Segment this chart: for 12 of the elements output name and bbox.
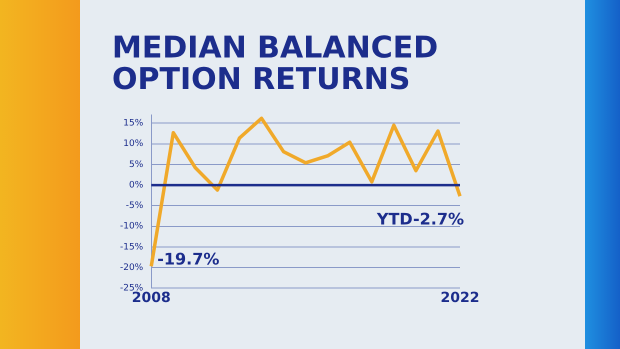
y-tick-label: 0% xyxy=(128,180,144,190)
y-tick-label: -5% xyxy=(126,201,144,212)
y-tick-label: -20% xyxy=(120,262,144,273)
x-tick-label: 2022 xyxy=(440,290,480,306)
y-tick-label: -10% xyxy=(120,222,144,232)
y-tick-label: 15% xyxy=(123,118,144,129)
y-tick-label: 5% xyxy=(128,160,144,170)
annotation: YTD-2.7% xyxy=(376,209,464,228)
annotation: -19.7% xyxy=(157,250,220,268)
y-tick-label: -15% xyxy=(120,242,144,252)
y-tick-label: 10% xyxy=(123,139,144,150)
x-tick-label: 2008 xyxy=(132,290,171,306)
